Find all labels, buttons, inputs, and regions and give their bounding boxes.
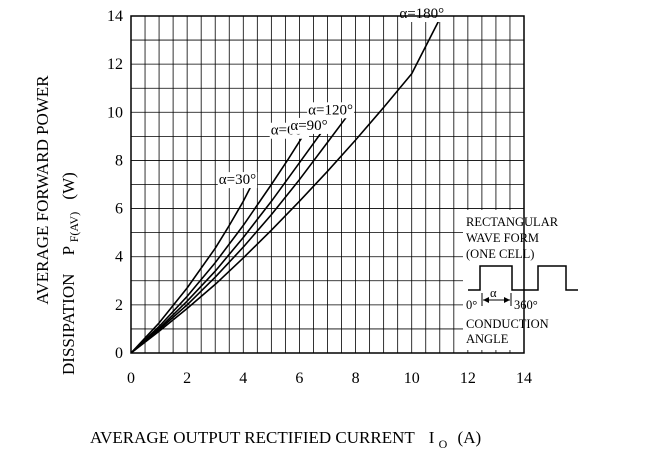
y-tick-label: 8 [115,152,123,169]
inset-background [463,210,529,350]
x-axis-label-subscript: O [439,437,448,451]
y-tick-label: 14 [107,8,123,25]
y-tick-label: 2 [115,297,123,314]
x-tick-label: 14 [516,370,532,387]
y-tick-label: 0 [115,345,123,362]
y-axis-label-line-1: AVERAGE FORWARD POWER [33,75,52,305]
series-label-background [289,117,329,134]
x-axis-label-symbol: I [429,428,435,447]
x-tick-label: 4 [239,370,247,387]
series-line-alpha-180 [131,16,442,353]
x-tick-labels: 0 2 4 6 8 10 12 14 [127,370,532,387]
series-line-alpha-60 [131,132,306,353]
series-label-background [307,102,354,119]
series-label-background [217,172,258,189]
series-label-background [398,6,446,22]
series-label-alpha-180: α=180° [399,6,444,22]
x-tick-label: 0 [127,370,135,387]
y-axis-label-line-2: DISSIPATION P F(AV) (W) [59,172,82,375]
angle-start-label: 0° [466,298,477,312]
arrow-right-icon [504,297,510,303]
x-axis-label-unit: (A) [458,428,482,447]
arrow-left-icon [483,297,489,303]
curves [131,16,442,353]
y-tick-label: 12 [107,56,123,73]
y-axis-label-subscript: F(AV) [67,212,81,242]
inset-line-2: WAVE FORM [466,231,539,245]
x-tick-label: 2 [183,370,191,387]
series-label-alpha-90: α=90° [290,118,327,134]
y-tick-label: 4 [115,249,123,266]
series-label-alpha-120: α=120° [308,102,353,118]
waveform-inset: RECTANGULAR WAVE FORM (ONE CELL) 0° α 36… [463,210,578,350]
y-axis-label: AVERAGE FORWARD POWER DISSIPATION P F(AV… [33,75,82,375]
series-line-alpha-90 [131,127,326,353]
inset-line-1: RECTANGULAR [466,215,559,229]
x-tick-label: 10 [404,370,420,387]
y-axis-label-unit: (W) [59,172,78,199]
angle-end-label: 360° [514,298,538,312]
y-tick-labels: 0 2 4 6 8 10 12 14 [107,8,123,362]
waveform-icon [468,265,578,291]
series-line-alpha-120 [131,111,351,353]
y-axis-label-symbol: P [59,246,78,255]
y-tick-label: 10 [107,104,123,121]
x-tick-label: 12 [460,370,476,387]
inset-line-3: (ONE CELL) [466,247,534,261]
alpha-label: α [490,286,497,300]
plot-frame [130,15,525,354]
x-axis-label: AVERAGE OUTPUT RECTIFIED CURRENT I O (A) [90,428,481,452]
y-tick-label: 6 [115,201,123,218]
x-tick-label: 6 [295,370,303,387]
inset-footer-2: ANGLE [466,332,509,346]
y-axis-label-text: DISSIPATION [59,274,78,375]
series-label-alpha-30: α=30° [219,172,256,188]
curve-labels: α=30°α=60°α=90°α=120°α=180° [217,6,446,189]
inset-footer-1: CONDUCTION [466,317,549,331]
x-axis-label-text: AVERAGE OUTPUT RECTIFIED CURRENT [90,428,415,447]
x-tick-label: 8 [352,370,360,387]
series-line-alpha-30 [131,181,254,353]
grid [131,16,524,353]
